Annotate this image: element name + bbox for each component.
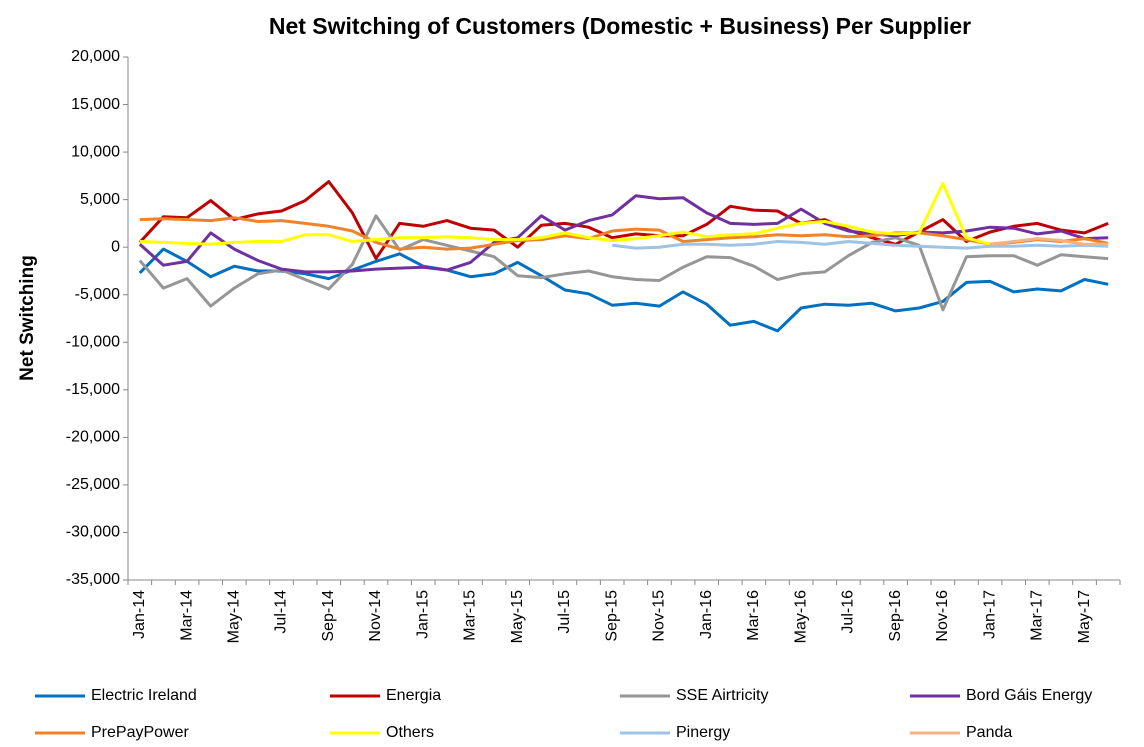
y-tick-label: -15,000	[66, 381, 120, 398]
x-tick-label: Sep-15	[603, 590, 620, 642]
x-tick-label: Jan-16	[698, 590, 715, 639]
x-tick-label: Jan-17	[981, 590, 998, 639]
legend-label: Electric Ireland	[91, 687, 197, 704]
legend-label: Pinergy	[676, 724, 730, 741]
y-tick-label: -25,000	[66, 476, 120, 493]
series-line	[989, 237, 1109, 246]
series-line	[139, 182, 991, 246]
x-tick-label: Mar-15	[462, 590, 479, 641]
x-tick-label: Jan-14	[131, 590, 148, 639]
y-tick-label: -5,000	[75, 286, 120, 303]
x-tick-label: Jul-15	[556, 590, 573, 634]
x-tick-label: May-17	[1076, 590, 1093, 643]
y-tick-label: 15,000	[71, 96, 120, 113]
x-tick-label: Nov-14	[367, 590, 384, 642]
x-tick-label: Jan-15	[414, 590, 431, 639]
series-line	[138, 214, 1109, 312]
x-tick-label: Sep-14	[320, 590, 337, 642]
y-tick-label: -20,000	[66, 429, 120, 446]
series-line	[138, 194, 1109, 274]
y-tick-label: 10,000	[71, 143, 120, 160]
x-tick-label: Jul-14	[273, 590, 290, 634]
y-tick-label: 0	[111, 238, 120, 255]
legend-label: Bord Gáis Energy	[966, 687, 1092, 704]
series-line	[612, 240, 1109, 250]
y-tick-label: -30,000	[66, 524, 120, 541]
x-tick-label: Mar-16	[745, 590, 762, 641]
x-tick-label: May-14	[226, 590, 243, 643]
legend-label: SSE Airtricity	[676, 687, 768, 704]
legend-label: Energia	[386, 687, 441, 704]
series-line	[138, 180, 1109, 261]
chart-title: Net Switching of Customers (Domestic + B…	[269, 13, 971, 39]
x-tick-label: Nov-15	[651, 590, 668, 642]
y-tick-label: 5,000	[80, 191, 120, 208]
legend-label: PrePayPower	[91, 724, 189, 741]
x-tick-label: Sep-16	[887, 590, 904, 642]
y-tick-label: 20,000	[71, 48, 120, 65]
x-tick-label: Nov-16	[934, 590, 951, 642]
y-axis-label: Net Switching	[17, 255, 38, 381]
legend-label: Panda	[966, 724, 1012, 741]
series-line	[139, 216, 1109, 251]
x-tick-label: May-15	[509, 590, 526, 643]
y-tick-label: -35,000	[66, 571, 120, 588]
legend-label: Others	[386, 724, 434, 741]
x-tick-label: Mar-14	[178, 590, 195, 641]
x-tick-label: Mar-17	[1029, 590, 1046, 641]
x-tick-label: May-16	[792, 590, 809, 643]
y-tick-label: -10,000	[66, 333, 120, 350]
x-tick-label: Jul-16	[840, 590, 857, 634]
